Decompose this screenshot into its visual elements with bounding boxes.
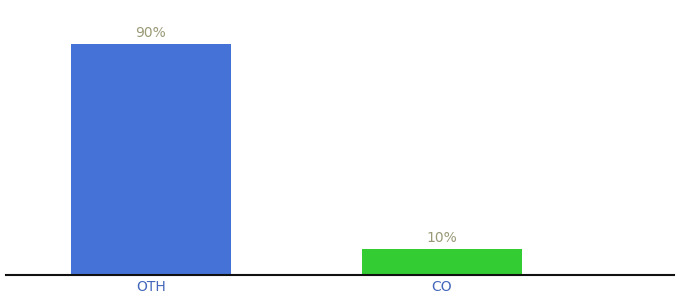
Text: 10%: 10%	[426, 231, 457, 245]
Bar	[71, 44, 231, 275]
Text: 90%: 90%	[135, 26, 167, 40]
Bar	[362, 249, 522, 275]
